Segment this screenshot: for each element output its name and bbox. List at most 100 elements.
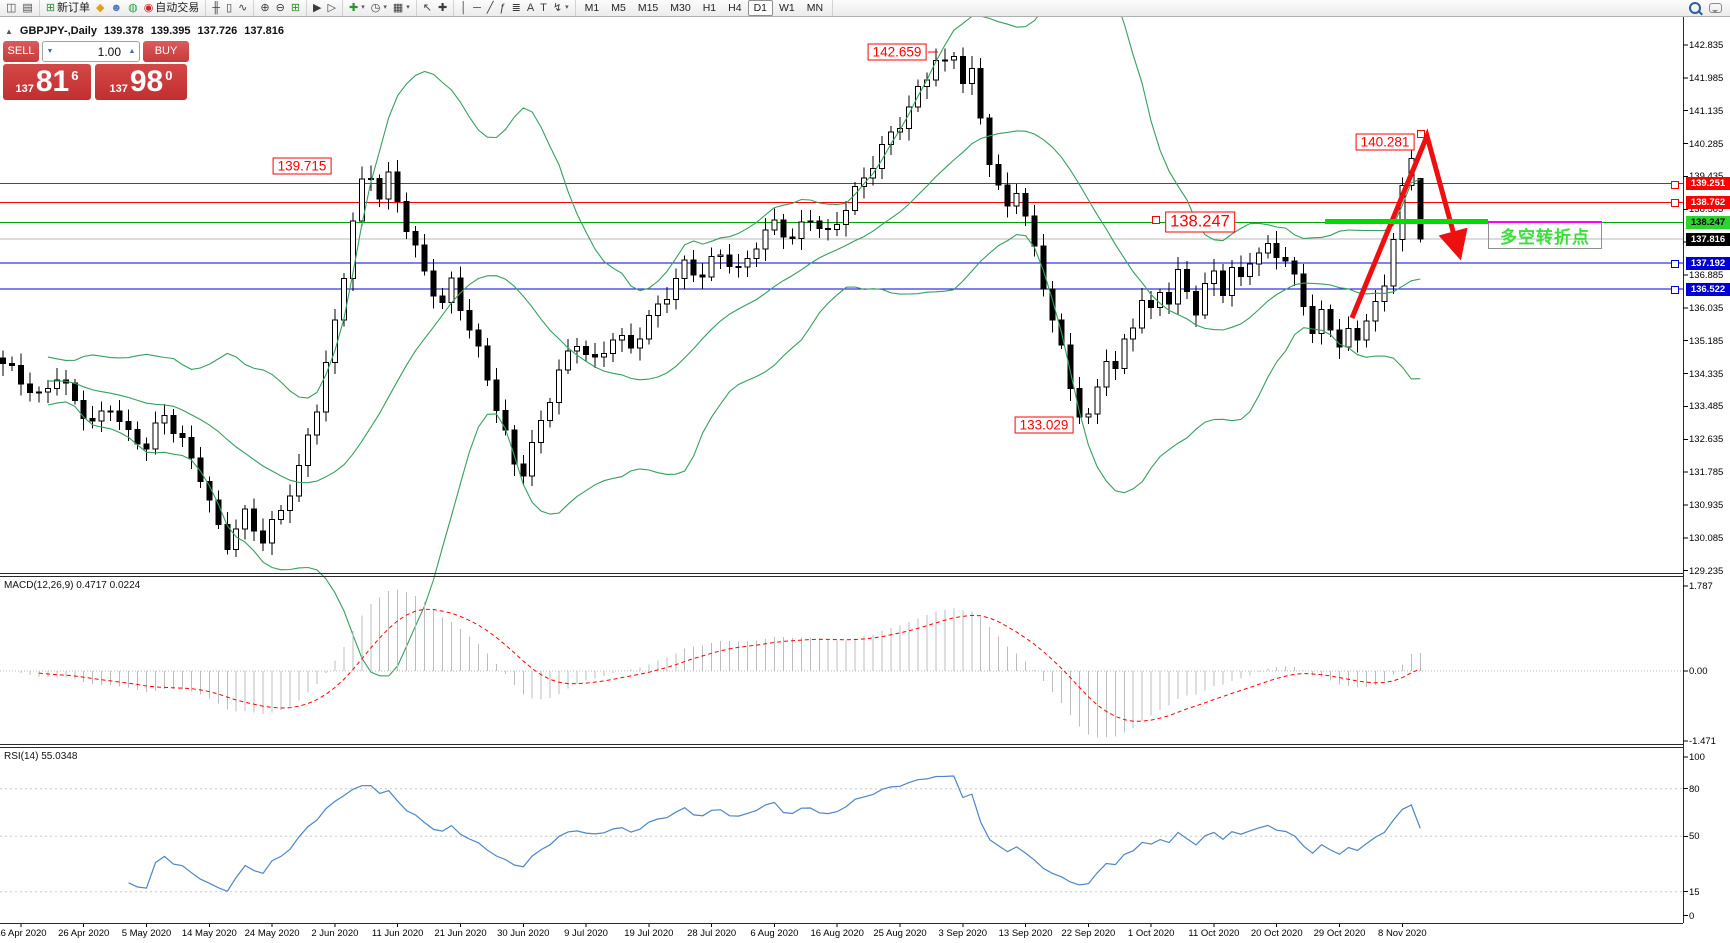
autotrading-button[interactable]: ◉ 自动交易 bbox=[141, 1, 203, 15]
bid-price-box[interactable]: 137 81 6 bbox=[3, 64, 91, 100]
turning-point-note[interactable]: 多空转折点 bbox=[1488, 222, 1602, 249]
time-axis-tick-label[interactable]: 9 Jul 2020 bbox=[564, 928, 608, 939]
price-axis-tick-label: 133.485 bbox=[1689, 401, 1724, 413]
open-value: 139.378 bbox=[103, 25, 144, 37]
timeframe-button-m5[interactable]: M5 bbox=[611, 2, 626, 14]
time-axis-tick-label[interactable]: 6 Aug 2020 bbox=[750, 928, 799, 939]
volume-increase-icon[interactable]: ▲ bbox=[128, 48, 136, 55]
crosshair-tool[interactable]: ✚ bbox=[435, 1, 450, 15]
time-axis-tick-label[interactable]: 30 Jun 2020 bbox=[497, 928, 550, 939]
chat-icon[interactable] bbox=[1709, 3, 1722, 13]
time-axis-tick-label[interactable]: 13 Sep 2020 bbox=[998, 928, 1053, 939]
new-chart-icon-glyph: ◫ bbox=[6, 2, 17, 14]
timeframe-button-h1[interactable]: H1 bbox=[702, 2, 717, 14]
price-callout-label[interactable]: 140.281 bbox=[1355, 133, 1415, 151]
auto-scroll-icon[interactable]: ▶ bbox=[310, 1, 324, 15]
tile-windows-icon[interactable]: ⊞ bbox=[288, 1, 303, 15]
time-axis-tick-label[interactable]: 21 Jun 2020 bbox=[434, 928, 487, 939]
time-axis-tick-label[interactable]: 16 Aug 2020 bbox=[810, 928, 864, 939]
candlestick-chart-icon[interactable]: ▯ bbox=[223, 1, 235, 15]
time-axis-tick-label[interactable]: 11 Jun 2020 bbox=[371, 928, 424, 939]
arrow-anchor-square bbox=[1417, 130, 1425, 138]
trend-arrow bbox=[1349, 128, 1468, 319]
label-tool[interactable]: T bbox=[537, 1, 550, 15]
time-axis-tick-label[interactable]: 8 Nov 2020 bbox=[1378, 928, 1427, 939]
time-axis-tick-label[interactable]: 2 Jun 2020 bbox=[311, 928, 359, 939]
price-axis-tick-label: 138.585 bbox=[1689, 204, 1724, 216]
candlestick-chart-icon-glyph: ▯ bbox=[226, 2, 233, 14]
channel-tool-glyph: ≣ bbox=[511, 2, 521, 14]
price-axis-tick-label: 141.985 bbox=[1689, 72, 1724, 84]
timeframe-button-w1[interactable]: W1 bbox=[779, 2, 795, 14]
arrows-tool[interactable]: ↯ ▾ bbox=[550, 1, 572, 15]
time-axis-tick-label[interactable]: 19 Jul 2020 bbox=[624, 928, 674, 939]
price-callout-label[interactable]: 139.715 bbox=[272, 157, 332, 175]
price-callout-label[interactable]: 142.659 bbox=[867, 43, 927, 61]
fibonacci-tool-glyph: ƒ bbox=[499, 2, 506, 14]
bid-pips: 81 bbox=[35, 65, 70, 98]
indicators-button[interactable]: ✚ ▾ bbox=[346, 1, 368, 15]
time-axis-tick-label[interactable]: 25 Aug 2020 bbox=[873, 928, 927, 939]
timeframe-button-d1[interactable]: D1 bbox=[747, 0, 774, 16]
volume-spinner[interactable]: ▼ 1.00 ▲ bbox=[42, 41, 140, 62]
price-axis-tick-label: 135.185 bbox=[1689, 335, 1724, 347]
vertical-line-tool[interactable]: │ bbox=[457, 1, 470, 15]
timeframe-button-m30[interactable]: M30 bbox=[670, 2, 691, 14]
trendline-tool[interactable]: ╱ bbox=[484, 1, 497, 15]
text-tool[interactable]: A bbox=[524, 1, 537, 15]
timeframe-button-h4[interactable]: H4 bbox=[728, 2, 742, 14]
price-callout-label[interactable]: 133.029 bbox=[1014, 416, 1074, 434]
time-axis-tick-label[interactable]: 20 Oct 2020 bbox=[1250, 928, 1303, 939]
chart-info-line: ▲ GBPJPY-,Daily 139.378 139.395 137.726 … bbox=[5, 25, 284, 37]
fibonacci-tool[interactable]: ƒ bbox=[496, 1, 508, 15]
volume-input[interactable]: 1.00 bbox=[97, 44, 121, 59]
time-axis-tick-label[interactable]: 16 Apr 2020 bbox=[0, 928, 47, 939]
callout-anchor-square bbox=[1152, 216, 1160, 224]
deposit-funds-icon-glyph: ◆ bbox=[96, 2, 105, 14]
chevron-down-icon: ▾ bbox=[383, 4, 387, 11]
main-toolbar: ◫ ▤ ⊞ 新订单 ◆ ☻ ◍ ◉ 自动交易 ╫ ▯ ∿ ⊕ ⊖ ⊞ ▶ ▷ ✚ ▾ ◷ ▾ ▦ ▾ ↖ ✚ │ ─ ╱ ƒ ≣ A T ↯ ▾ M… bbox=[0, 0, 1730, 17]
line-chart-icon[interactable]: ∿ bbox=[235, 1, 250, 15]
zoom-in-icon[interactable]: ⊕ bbox=[257, 1, 272, 15]
new-chart-icon[interactable]: ◫ bbox=[3, 1, 19, 15]
time-axis-tick-label[interactable]: 14 May 2020 bbox=[181, 928, 237, 939]
buy-button[interactable]: BUY bbox=[143, 41, 189, 62]
cursor-tool[interactable]: ↖ bbox=[420, 1, 435, 15]
horizontal-line-tool[interactable]: ─ bbox=[470, 1, 484, 15]
time-axis-tick-label[interactable]: 3 Sep 2020 bbox=[938, 928, 988, 939]
arrows-tool-glyph: ↯ bbox=[552, 2, 563, 14]
time-axis-tick-label[interactable]: 1 Oct 2020 bbox=[1127, 928, 1175, 939]
time-axis-tick-label[interactable]: 28 Jul 2020 bbox=[687, 928, 737, 939]
timeframe-button-m1[interactable]: M1 bbox=[584, 2, 600, 14]
ask-price-box[interactable]: 137 98 0 bbox=[95, 64, 187, 100]
time-axis-tick-label[interactable]: 22 Sep 2020 bbox=[1061, 928, 1116, 939]
deposit-funds-icon[interactable]: ◆ bbox=[93, 1, 107, 15]
zoom-out-icon[interactable]: ⊖ bbox=[273, 1, 288, 15]
templates-button[interactable]: ▦ ▾ bbox=[390, 1, 413, 15]
community-icon-glyph: ☻ bbox=[110, 2, 123, 14]
search-icon[interactable] bbox=[1689, 2, 1701, 14]
timeframe-button-mn[interactable]: MN bbox=[806, 2, 824, 14]
time-axis-tick-label[interactable]: 24 May 2020 bbox=[244, 928, 300, 939]
time-axis-tick-label[interactable]: 5 May 2020 bbox=[121, 928, 172, 939]
toolbar-group: ✚ ▾ ◷ ▾ ▦ ▾ bbox=[343, 0, 417, 16]
community-icon[interactable]: ☻ bbox=[108, 1, 126, 15]
sell-button[interactable]: SELL bbox=[3, 41, 39, 62]
support-resistance-bar[interactable] bbox=[1325, 219, 1488, 224]
new-order-button-label: 新订单 bbox=[57, 2, 91, 14]
periods-button[interactable]: ◷ ▾ bbox=[368, 1, 390, 15]
price-callout-label[interactable]: 138.247 bbox=[1165, 211, 1235, 233]
data-window-icon[interactable]: ▤ bbox=[19, 1, 35, 15]
time-axis-tick-label[interactable]: 11 Oct 2020 bbox=[1188, 928, 1240, 939]
chart-shift-icon[interactable]: ▷ bbox=[325, 1, 339, 15]
channel-tool[interactable]: ≣ bbox=[509, 1, 524, 15]
bar-chart-icon[interactable]: ╫ bbox=[209, 1, 223, 15]
time-axis-tick-label[interactable]: 26 Apr 2020 bbox=[58, 928, 110, 939]
timeframe-button-m15[interactable]: M15 bbox=[637, 2, 659, 14]
price-axis-tick-label: 131.785 bbox=[1689, 467, 1724, 479]
new-order-button[interactable]: ⊞ 新订单 bbox=[43, 1, 93, 15]
volume-decrease-icon[interactable]: ▼ bbox=[46, 48, 54, 55]
market-signals-icon[interactable]: ◍ bbox=[125, 1, 141, 15]
time-axis-tick-label[interactable]: 29 Oct 2020 bbox=[1313, 928, 1366, 939]
